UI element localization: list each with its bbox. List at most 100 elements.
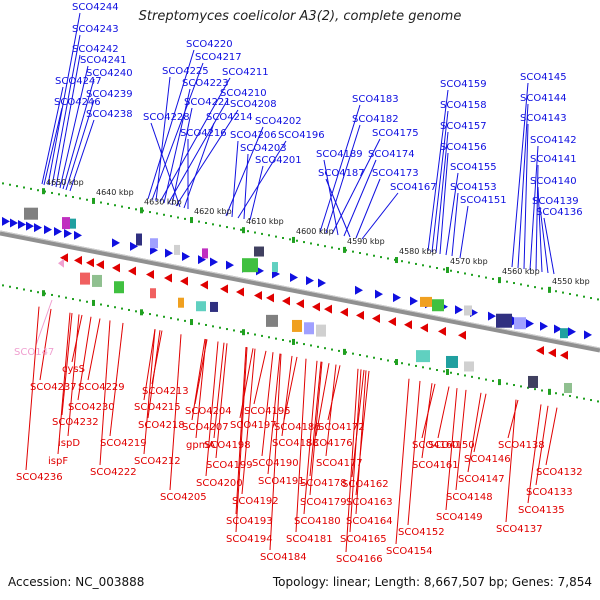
gene-label-forward: SCO4244 (72, 2, 119, 13)
gene-label-forward: SCO4157 (440, 121, 487, 132)
domain-block (150, 238, 158, 249)
reverse-gene-arrow (420, 323, 428, 333)
scale-dot-upper (240, 228, 242, 231)
scale-dot-lower (156, 314, 158, 317)
gene-label-reverse: SCO4137 (496, 524, 543, 535)
gene-label-forward: SCO4242 (72, 44, 119, 55)
scale-dot-lower (443, 370, 445, 373)
leader-line-reverse (351, 369, 365, 478)
leader-line-reverse (205, 341, 219, 477)
scale-label: 4580 kbp (399, 247, 437, 256)
scale-dot-upper (492, 277, 494, 280)
gene-label-reverse: SCO4152 (398, 527, 445, 538)
scale-dot-lower (170, 317, 172, 320)
scale-dot-lower (177, 318, 179, 321)
reverse-gene-arrow (266, 293, 274, 303)
scale-dot-upper (219, 224, 221, 227)
scale-dot-upper (373, 254, 375, 257)
scale-major-tick-upper (446, 266, 449, 273)
scale-dot-upper (401, 260, 403, 263)
leader-line-forward (459, 205, 469, 259)
scale-dot-lower (471, 375, 473, 378)
scale-major-tick-upper (498, 277, 501, 284)
leader-line-forward (427, 89, 449, 252)
gene-label-reverse: SCO4163 (346, 497, 393, 508)
scale-dot-upper (359, 252, 361, 255)
scale-dot-lower (149, 313, 151, 316)
scale-dot-upper (429, 265, 431, 268)
leader-line-reverse (213, 342, 225, 439)
scale-dot-upper (310, 242, 312, 245)
domain-block (304, 322, 314, 335)
scale-dot-upper (590, 297, 592, 300)
gene-label-reverse: SCO4204 (185, 406, 232, 417)
reverse-gene-arrow (164, 273, 172, 283)
leader-line-reverse (315, 363, 330, 437)
gene-label-forward: SCO4187 (318, 168, 365, 179)
leader-line-reverse (67, 314, 80, 437)
gene-label-forward: SCO4228 (143, 112, 190, 123)
leader-line-reverse (455, 389, 467, 491)
scale-dot-upper (121, 205, 123, 208)
gene-label-reverse: SCO4232 (52, 417, 99, 428)
reverse-gene-arrow (86, 258, 94, 268)
scale-dot-lower (233, 329, 235, 332)
leader-line-reverse (327, 365, 341, 421)
leader-line-forward (147, 49, 195, 200)
scale-dot-upper (51, 191, 53, 194)
scale-dot-upper (268, 234, 270, 237)
gene-label-forward: SCO4241 (80, 55, 127, 66)
scale-dot-upper (387, 257, 389, 260)
scale-dot-lower (478, 377, 480, 380)
domain-block (416, 350, 430, 363)
scale-dot-upper (107, 202, 109, 205)
genome-title: Streptomyces coelicolor A3(2), complete … (138, 9, 462, 24)
leader-line-forward (431, 110, 449, 253)
domain-block (178, 297, 184, 308)
scale-dot-lower (114, 306, 116, 309)
scale-label: 4550 kbp (552, 277, 590, 286)
gene-label-reverse: SCO4179 (300, 497, 347, 508)
leader-line-forward (150, 122, 181, 208)
gene-label-reverse: SCO4192 (232, 496, 279, 507)
gene-label-reverse: SCO4186 (274, 422, 321, 433)
domain-block (202, 248, 208, 259)
scale-dot-lower (408, 363, 410, 366)
leader-line-reverse (147, 330, 161, 419)
leader-line-forward (225, 126, 264, 217)
scale-label: 4630 kbp (144, 197, 182, 206)
scale-dot-upper (100, 201, 102, 204)
gene-label-forward: SCO4136 (536, 207, 583, 218)
scale-dot-upper (527, 284, 529, 287)
domain-block (528, 375, 538, 388)
scale-label: 4650 kbp (46, 178, 84, 187)
scale-dot-upper (352, 250, 354, 253)
gene-label-reverse: SCO4207 (182, 422, 229, 433)
gene-label-forward: SCO4223 (182, 78, 229, 89)
scale-major-tick-lower (395, 359, 398, 366)
scale-dot-lower (562, 393, 564, 396)
leader-line-reverse (143, 329, 156, 401)
scale-dot-lower (135, 310, 137, 313)
gene-label-forward: SCO4225 (162, 66, 209, 77)
scale-dot-lower (436, 369, 438, 372)
leader-line-reverse (235, 347, 248, 533)
domain-block (514, 317, 526, 330)
domain-block (174, 244, 180, 255)
gene-label-forward: SCO4167 (390, 182, 437, 193)
leader-line-reverse (87, 318, 101, 381)
gene-label-reverse: SCO4218 (138, 420, 185, 431)
gene-label-reverse: SCO4230 (68, 402, 115, 413)
scale-dot-lower (422, 366, 424, 369)
leader-line-reverse (467, 392, 482, 473)
reverse-gene-arrow (438, 326, 446, 336)
leader-line-forward (249, 165, 264, 221)
scale-dot-lower (79, 299, 81, 302)
leader-line-reverse (39, 308, 52, 381)
scale-dot-lower (72, 298, 74, 301)
scale-dot-upper (23, 186, 25, 189)
gene-label-reverse: SCO4172 (318, 422, 365, 433)
leader-line-reverse (235, 346, 247, 515)
scale-dot-lower (282, 338, 284, 341)
forward-gene-arrow (130, 241, 138, 251)
